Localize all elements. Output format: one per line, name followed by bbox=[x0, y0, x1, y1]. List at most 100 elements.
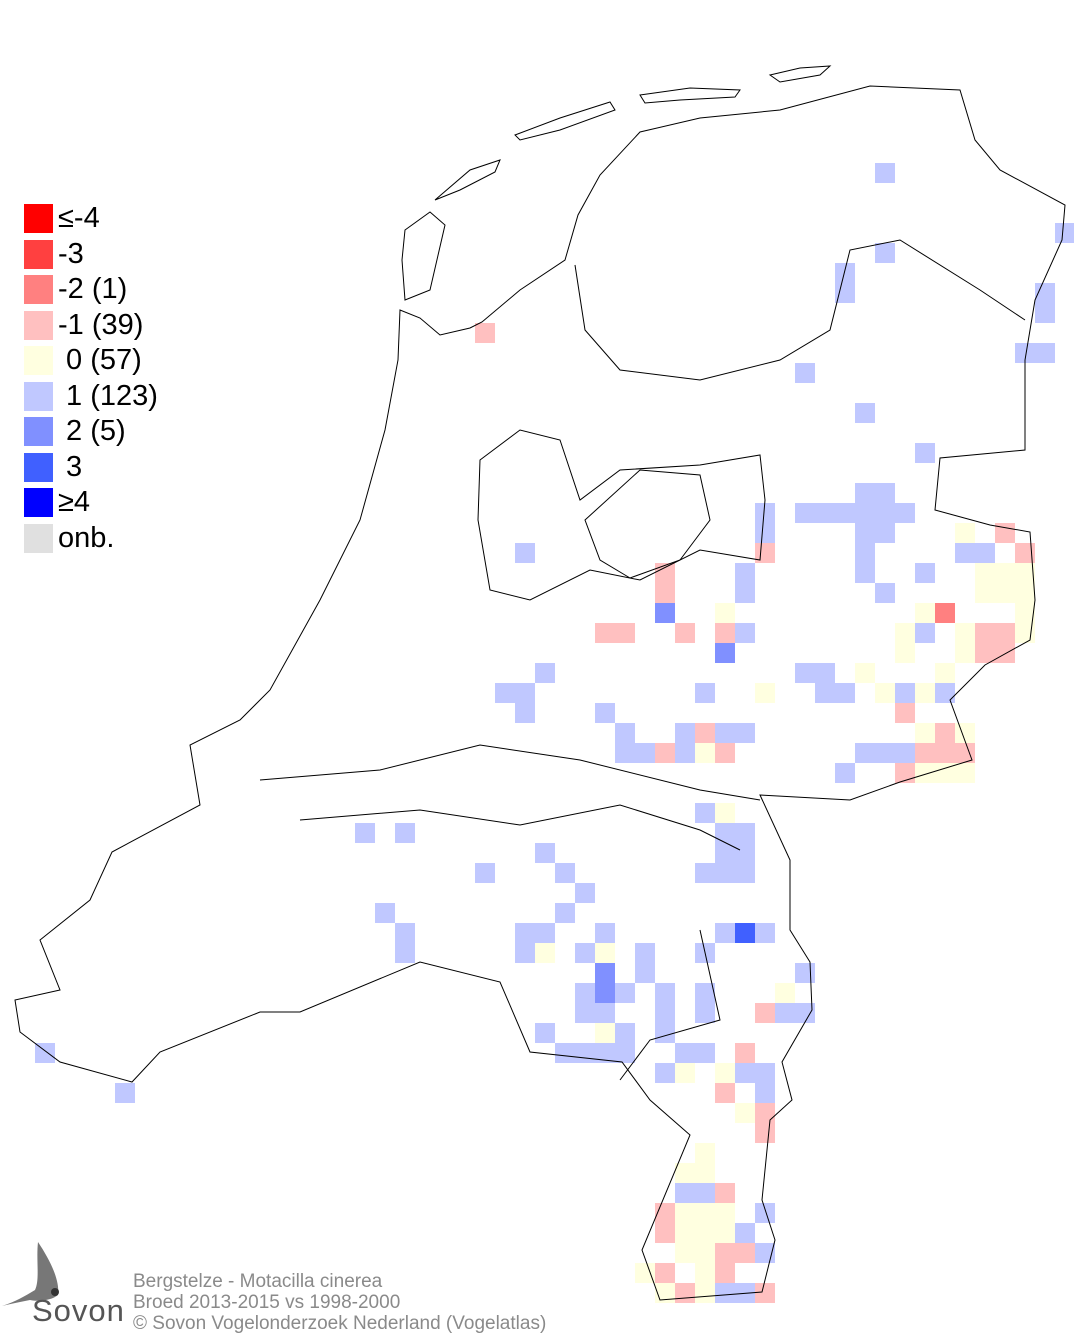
map-caption: Bergstelze - Motacilla cinerea Broed 201… bbox=[133, 1271, 546, 1334]
grid-cell bbox=[935, 603, 955, 623]
grid-cell bbox=[655, 1063, 675, 1083]
grid-cell bbox=[935, 763, 955, 783]
grid-cell bbox=[915, 683, 935, 703]
legend-label: 2 (5) bbox=[58, 415, 126, 447]
legend-swatch bbox=[24, 417, 53, 446]
legend-label: -2 (1) bbox=[58, 273, 128, 305]
grid-cell bbox=[895, 763, 915, 783]
island-terschelling bbox=[514, 101, 616, 141]
grid-cell bbox=[895, 703, 915, 723]
grid-cell bbox=[935, 683, 955, 703]
grid-cell bbox=[955, 643, 975, 663]
grid-cell bbox=[655, 603, 675, 623]
grid-cell bbox=[675, 1163, 695, 1183]
grid-cell bbox=[1015, 563, 1035, 583]
rivers bbox=[259, 744, 761, 851]
legend-swatch bbox=[24, 275, 53, 304]
grid-cell bbox=[755, 1103, 775, 1123]
grid-cell bbox=[675, 1283, 695, 1303]
grid-cell bbox=[555, 863, 575, 883]
grid-cell bbox=[1035, 303, 1055, 323]
grid-cell bbox=[695, 1043, 715, 1063]
grid-cell bbox=[695, 1203, 715, 1223]
grid-cell bbox=[615, 723, 635, 743]
grid-cell bbox=[915, 443, 935, 463]
grid-cell bbox=[755, 1283, 775, 1303]
grid-cell bbox=[695, 743, 715, 763]
grid-cell bbox=[715, 843, 735, 863]
grid-cell bbox=[1015, 583, 1035, 603]
grid-cell bbox=[675, 1203, 695, 1223]
grid-cell bbox=[855, 743, 875, 763]
grid-cell bbox=[495, 683, 515, 703]
grid-cell bbox=[895, 503, 915, 523]
grid-cell bbox=[355, 823, 375, 843]
grid-cell bbox=[635, 743, 655, 763]
grid-cell bbox=[675, 743, 695, 763]
grid-cell bbox=[655, 1283, 675, 1303]
grid-cell bbox=[915, 763, 935, 783]
grid-cell bbox=[735, 1063, 755, 1083]
grid-cell bbox=[695, 803, 715, 823]
copyright-text: © Sovon Vogelonderzoek Nederland (Vogela… bbox=[133, 1313, 547, 1334]
grid-cell bbox=[855, 523, 875, 543]
grid-cell bbox=[475, 863, 495, 883]
grid-cell bbox=[775, 1003, 795, 1023]
period-subtitle: Broed 2013-2015 vs 1998-2000 bbox=[133, 1292, 401, 1313]
grid-cell bbox=[695, 1003, 715, 1023]
grid-cell bbox=[735, 723, 755, 743]
grid-cell bbox=[595, 943, 615, 963]
grid-cell bbox=[715, 1263, 735, 1283]
grid-cell bbox=[515, 543, 535, 563]
grid-cell bbox=[595, 1043, 615, 1063]
grid-cell bbox=[655, 1023, 675, 1043]
grid-cell bbox=[875, 243, 895, 263]
sovon-logo-text: Sovon bbox=[32, 1293, 125, 1328]
grid-cell bbox=[855, 563, 875, 583]
grid-cell bbox=[795, 963, 815, 983]
grid-cell bbox=[955, 763, 975, 783]
grid-cell bbox=[735, 563, 755, 583]
grid-cell bbox=[875, 163, 895, 183]
grid-cell bbox=[895, 683, 915, 703]
flevoland-outline bbox=[584, 469, 711, 579]
grid-cell bbox=[975, 543, 995, 563]
grid-cell bbox=[715, 1083, 735, 1103]
grid-cell bbox=[915, 623, 935, 643]
grid-cell bbox=[915, 603, 935, 623]
grid-cell bbox=[1055, 223, 1074, 243]
grid-cell bbox=[595, 983, 615, 1003]
grid-cell bbox=[835, 763, 855, 783]
grid-cell bbox=[695, 1243, 715, 1263]
legend-label: 0 (57) bbox=[58, 344, 142, 376]
grid-cell bbox=[695, 1163, 715, 1183]
grid-cell bbox=[955, 743, 975, 763]
grid-cell bbox=[635, 963, 655, 983]
grid-cell bbox=[995, 563, 1015, 583]
grid-cell bbox=[635, 943, 655, 963]
grid-cell bbox=[695, 863, 715, 883]
grid-cell bbox=[695, 723, 715, 743]
grid-cell bbox=[755, 683, 775, 703]
grid-cell bbox=[515, 703, 535, 723]
grid-cell bbox=[875, 683, 895, 703]
grid-cell bbox=[695, 683, 715, 703]
grid-cell bbox=[575, 1043, 595, 1063]
grid-cell bbox=[955, 543, 975, 563]
grid-cell bbox=[935, 723, 955, 743]
grid-cell bbox=[735, 1243, 755, 1263]
sovon-swallow-logo-icon bbox=[2, 1242, 59, 1306]
grid-cell bbox=[715, 743, 735, 763]
grid-cell bbox=[735, 1223, 755, 1243]
grid-cell bbox=[855, 503, 875, 523]
grid-cell bbox=[755, 1203, 775, 1223]
grid-cell bbox=[715, 1063, 735, 1083]
grid-cell bbox=[755, 1003, 775, 1023]
grid-cell bbox=[715, 803, 735, 823]
grid-cell bbox=[955, 623, 975, 643]
grid-cell bbox=[755, 1123, 775, 1143]
legend-swatch bbox=[24, 310, 53, 340]
grid-cell bbox=[675, 1063, 695, 1083]
grid-cell bbox=[795, 663, 815, 683]
grid-cell bbox=[535, 943, 555, 963]
